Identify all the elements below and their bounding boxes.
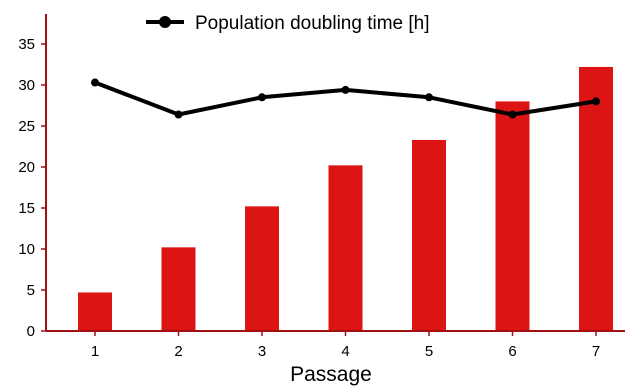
x-tick-label-7: 7: [592, 343, 600, 360]
line-point-1: [91, 78, 99, 87]
line-point-3: [258, 93, 266, 102]
y-tick-label-15: 15: [18, 200, 35, 217]
line-point-4: [341, 85, 350, 94]
bar-6: [495, 101, 530, 332]
bar-3: [245, 206, 279, 331]
x-tick-label-4: 4: [341, 343, 349, 360]
bar-1: [78, 292, 112, 331]
y-tick-label-10: 10: [18, 241, 35, 258]
y-tick-label-25: 25: [18, 118, 35, 135]
y-tick-label-30: 30: [18, 77, 35, 94]
y-tick-label-0: 0: [27, 323, 35, 340]
axes: [45, 14, 625, 332]
line-point-7: [592, 97, 600, 106]
line-point-5: [425, 93, 433, 102]
legend-marker: [159, 16, 171, 28]
bar-2: [161, 247, 196, 331]
line-point-2: [174, 110, 183, 119]
x-tick-label-1: 1: [91, 343, 99, 360]
line-point-6: [508, 110, 517, 119]
y-tick-label-35: 35: [18, 36, 35, 53]
bar-4: [328, 165, 363, 331]
bar-5: [412, 139, 446, 331]
x-tick-label-5: 5: [425, 343, 433, 360]
x-tick-label-3: 3: [258, 343, 266, 360]
bar-series: [78, 66, 613, 332]
legend: Population doubling time [h]: [146, 13, 430, 34]
bar-7: [579, 66, 613, 332]
line-series: [91, 78, 600, 119]
x-axis-title: Passage: [290, 363, 372, 386]
x-tick-label-2: 2: [174, 343, 182, 360]
legend-label: Population doubling time [h]: [195, 13, 430, 34]
y-tick-label-20: 20: [18, 159, 35, 176]
y-axis-ticks: 0 5 10 15 20 25 30 35: [18, 36, 46, 340]
x-tick-label-6: 6: [508, 343, 516, 360]
y-tick-label-5: 5: [27, 282, 35, 299]
x-axis-ticks: 1 2 3 4 5 6 7: [91, 331, 600, 360]
